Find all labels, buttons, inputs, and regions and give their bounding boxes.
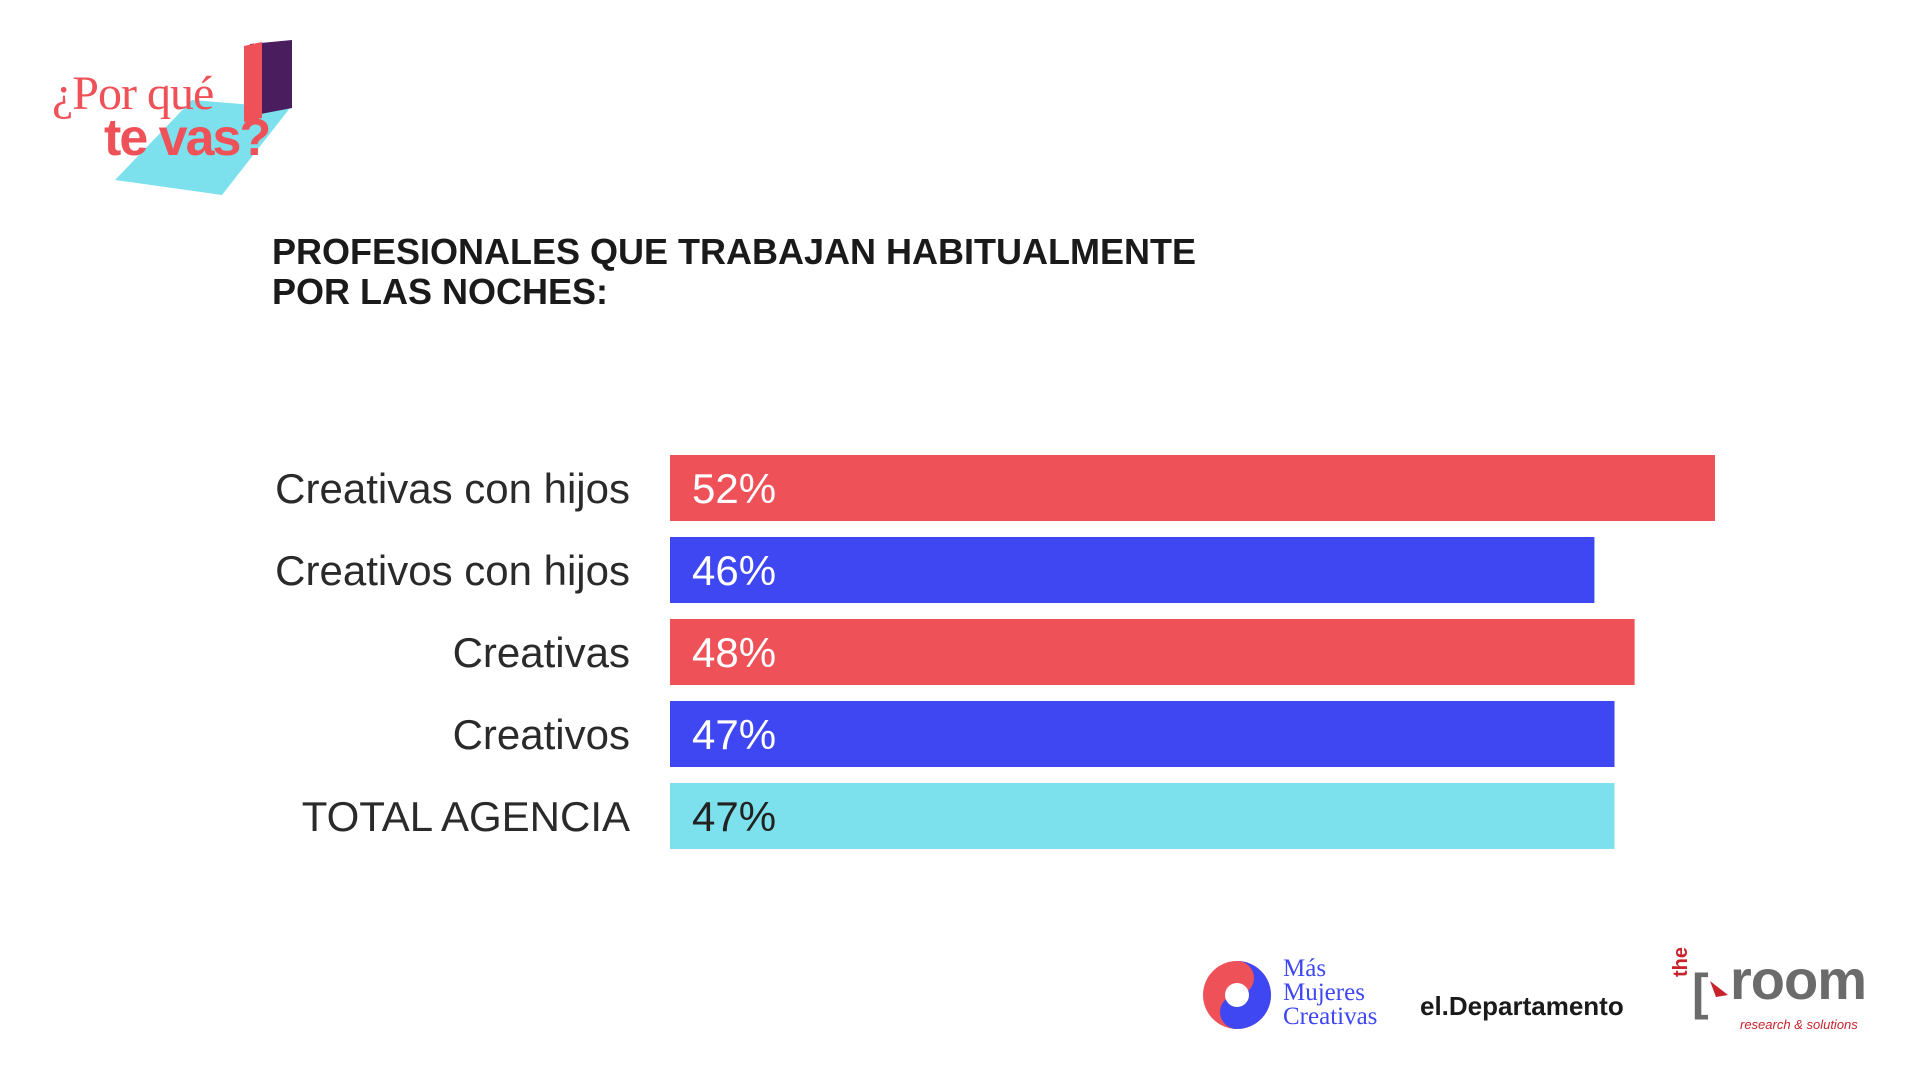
- value-label-1: 46%: [692, 547, 776, 594]
- bar-3: [670, 701, 1615, 767]
- value-label-0: 52%: [692, 465, 776, 512]
- the-room-subtitle: research & solutions: [1740, 1017, 1858, 1032]
- partner-logos: Más Mujeres Creativas el.Departamento th…: [1195, 947, 1885, 1035]
- mmc-line-2: Mujeres: [1283, 979, 1365, 1006]
- logo-door-frame: [244, 42, 262, 122]
- the-room-logo: the [ room research & solutions: [1670, 947, 1885, 1035]
- the-room-mark-icon: [1710, 981, 1728, 997]
- category-label-1: Creativos con hijos: [275, 547, 630, 594]
- chart-title-line-1: PROFESIONALES QUE TRABAJAN HABITUALMENTE: [272, 231, 1197, 272]
- logo-graphic: [115, 40, 292, 195]
- the-room-word: room: [1730, 948, 1867, 1011]
- category-label-2: Creativas: [453, 629, 630, 676]
- mmc-logo-icon: [1203, 961, 1271, 1029]
- porque-tevas-logo: ¿Por qué te vas?: [40, 30, 310, 200]
- bar-4: [670, 783, 1615, 849]
- category-label-0: Creativas con hijos: [275, 465, 630, 512]
- logo-floor-shape: [115, 100, 290, 195]
- the-room-bracket-icon: [: [1692, 964, 1709, 1020]
- logo-line-2: te vas?: [104, 109, 271, 167]
- el-departamento-logo: el.Departamento: [1420, 991, 1624, 1021]
- bar-1: [670, 537, 1595, 603]
- value-label-4: 47%: [692, 793, 776, 840]
- value-label-3: 47%: [692, 711, 776, 758]
- chart-title: PROFESIONALES QUE TRABAJAN HABITUALMENTE…: [272, 232, 1372, 312]
- the-room-the: the: [1670, 947, 1692, 977]
- mmc-line-1: Más: [1283, 955, 1327, 982]
- value-label-2: 48%: [692, 629, 776, 676]
- logo-line-1: ¿Por qué: [52, 67, 214, 120]
- bar-2: [670, 619, 1635, 685]
- mmc-line-3: Creativas: [1283, 1003, 1378, 1030]
- category-label-4: TOTAL AGENCIA: [302, 793, 630, 840]
- mmc-logo-text: Más Mujeres Creativas: [1283, 955, 1378, 1030]
- category-label-3: Creativos: [453, 711, 630, 758]
- bar-0: [670, 455, 1715, 521]
- chart-title-line-2: POR LAS NOCHES:: [272, 271, 609, 312]
